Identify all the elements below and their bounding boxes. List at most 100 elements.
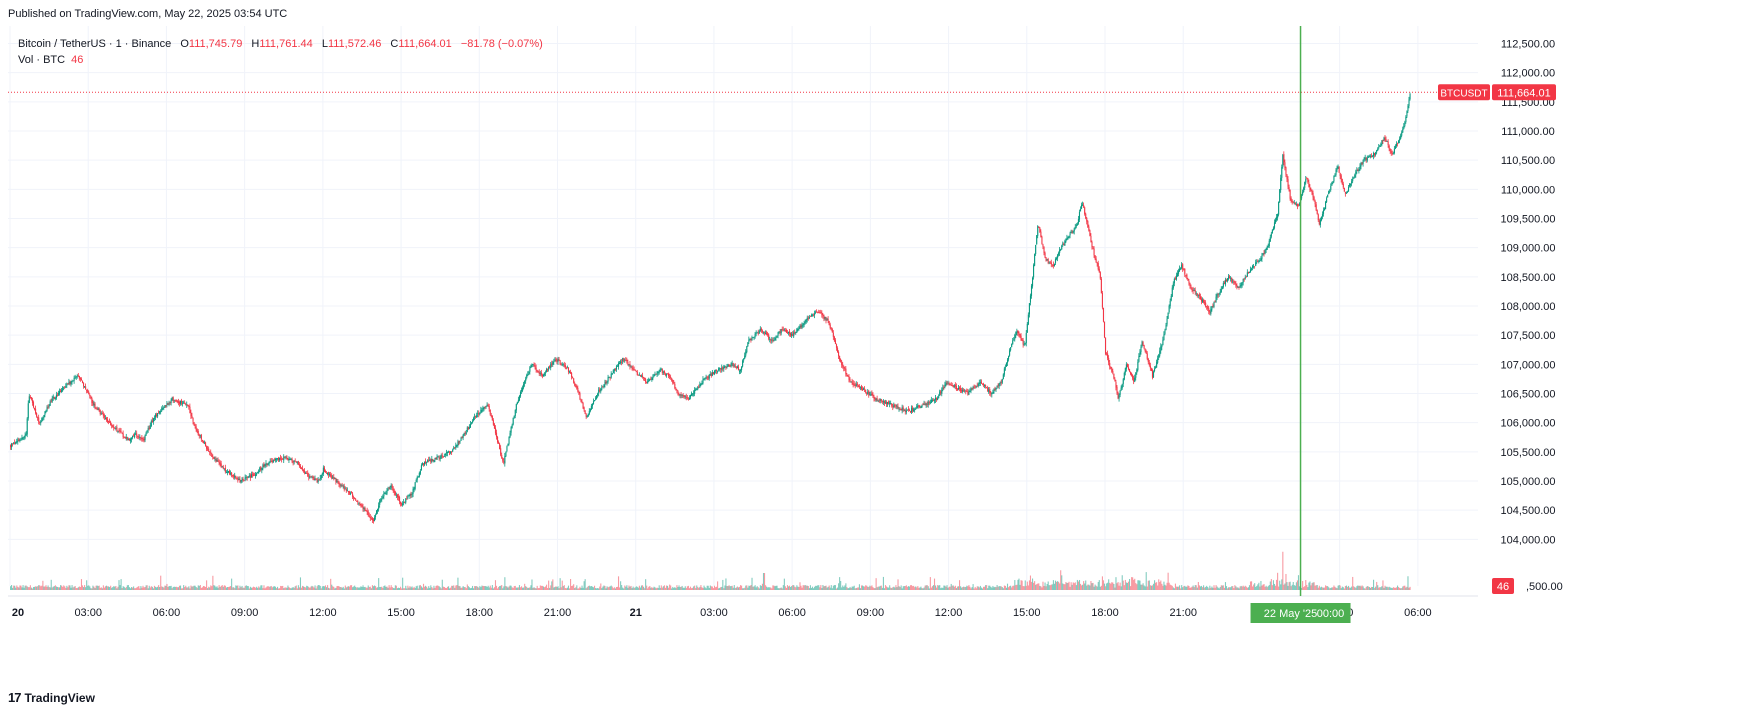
volume-bar: [372, 586, 375, 590]
volume-bar: [911, 585, 913, 590]
candle-body: [686, 397, 688, 399]
candle-body: [1054, 259, 1057, 264]
candle-body: [1328, 191, 1330, 195]
volume-bar: [450, 587, 452, 590]
candle-body: [246, 477, 248, 479]
legend-symbol[interactable]: Bitcoin / TetherUS · 1 · Binance: [18, 38, 172, 50]
volume-bar: [1340, 588, 1342, 590]
volume-bar: [439, 587, 441, 590]
candle-body: [611, 373, 613, 375]
candle-body: [678, 394, 680, 396]
candle-body: [140, 437, 142, 439]
volume-bar: [1135, 583, 1137, 590]
candle-body: [1044, 252, 1046, 258]
candle-body: [158, 412, 160, 414]
volume-bar: [92, 585, 94, 590]
volume-bar: [908, 586, 911, 590]
candle-body: [1293, 202, 1295, 204]
candle-body: [455, 445, 457, 448]
candle-body: [571, 372, 573, 378]
price-chart[interactable]: 112,500.00112,000.00111,500.00111,000.00…: [8, 26, 1653, 672]
candle-body: [614, 369, 616, 371]
candle-body: [669, 376, 671, 378]
volume-bar: [762, 573, 765, 590]
volume-bar: [209, 587, 211, 590]
volume-bar: [303, 586, 305, 590]
candle-body: [1028, 303, 1030, 315]
volume-bar: [156, 587, 158, 590]
volume-bar: [689, 586, 692, 590]
volume-bar: [194, 585, 196, 590]
volume-bar: [371, 585, 373, 590]
candle-body: [1295, 204, 1297, 205]
candle-body: [362, 506, 364, 510]
candle-body: [792, 334, 794, 336]
time-tick-label: 12:00: [935, 607, 963, 619]
candle-body: [951, 384, 953, 386]
candle-body: [815, 312, 817, 313]
volume-bar: [1190, 587, 1192, 590]
volume-bar: [398, 587, 401, 590]
candle-body: [795, 332, 797, 333]
candle-body: [77, 375, 79, 377]
volume-bar: [1365, 586, 1367, 590]
volume-bar: [697, 586, 699, 590]
candle-body: [405, 498, 407, 503]
candle-body: [154, 414, 157, 418]
volume-bar: [985, 585, 987, 590]
volume-bar: [948, 586, 950, 590]
volume-bar: [46, 586, 48, 590]
volume-bar: [1387, 587, 1389, 590]
candle-body: [221, 465, 223, 467]
candle-body: [232, 475, 234, 476]
candle-body: [1359, 165, 1361, 170]
candle-body: [100, 413, 102, 415]
volume-bar: [1314, 585, 1316, 590]
candle-body: [872, 394, 874, 397]
candle-body: [1314, 200, 1316, 205]
volume-bar: [798, 586, 800, 590]
candle-body: [1362, 160, 1364, 164]
candle-body: [351, 492, 353, 494]
candle-body: [976, 385, 978, 387]
volume-bar: [162, 586, 164, 590]
candle-body: [1309, 187, 1311, 191]
candle-body: [12, 443, 14, 445]
volume-bar: [1037, 583, 1039, 590]
volume-bar: [754, 585, 756, 590]
volume-bar: [800, 585, 802, 590]
candle-body: [159, 411, 161, 414]
volume-bar: [438, 586, 440, 590]
candle-body: [863, 388, 865, 390]
candle-body: [1310, 189, 1312, 191]
volume-bar: [248, 588, 250, 590]
candle-body: [995, 387, 997, 390]
volume-bar: [1239, 586, 1241, 590]
volume-bar: [57, 587, 60, 590]
volume-bar: [662, 586, 664, 590]
tradingview-footer[interactable]: 17 TradingView: [8, 690, 95, 705]
volume-bar: [811, 586, 814, 590]
volume-bar: [390, 585, 392, 590]
candle-body: [667, 373, 669, 375]
volume-bar: [1166, 582, 1168, 590]
chart-area[interactable]: 112,500.00 112,000.00 111,500.00 111,000.00…: [8, 26, 1653, 672]
candle-body: [641, 375, 644, 378]
candle-body: [103, 415, 105, 418]
volume-bar: [351, 585, 353, 590]
volume-bar: [504, 577, 506, 590]
volume-bar: [1060, 570, 1062, 590]
candle-body: [1144, 348, 1146, 351]
volume-bar: [750, 585, 752, 590]
candle-body: [942, 387, 944, 390]
candle-body: [328, 472, 330, 476]
volume-bar: [1128, 579, 1131, 590]
volume-bar: [1131, 577, 1133, 590]
candle-body: [555, 359, 557, 361]
volume-bar: [731, 585, 733, 590]
candle-body: [776, 336, 778, 338]
candle-body: [848, 375, 850, 380]
volume-bar: [1160, 580, 1162, 590]
candle-body: [1311, 190, 1313, 194]
legend-volume-label[interactable]: Vol · BTC: [18, 54, 66, 66]
